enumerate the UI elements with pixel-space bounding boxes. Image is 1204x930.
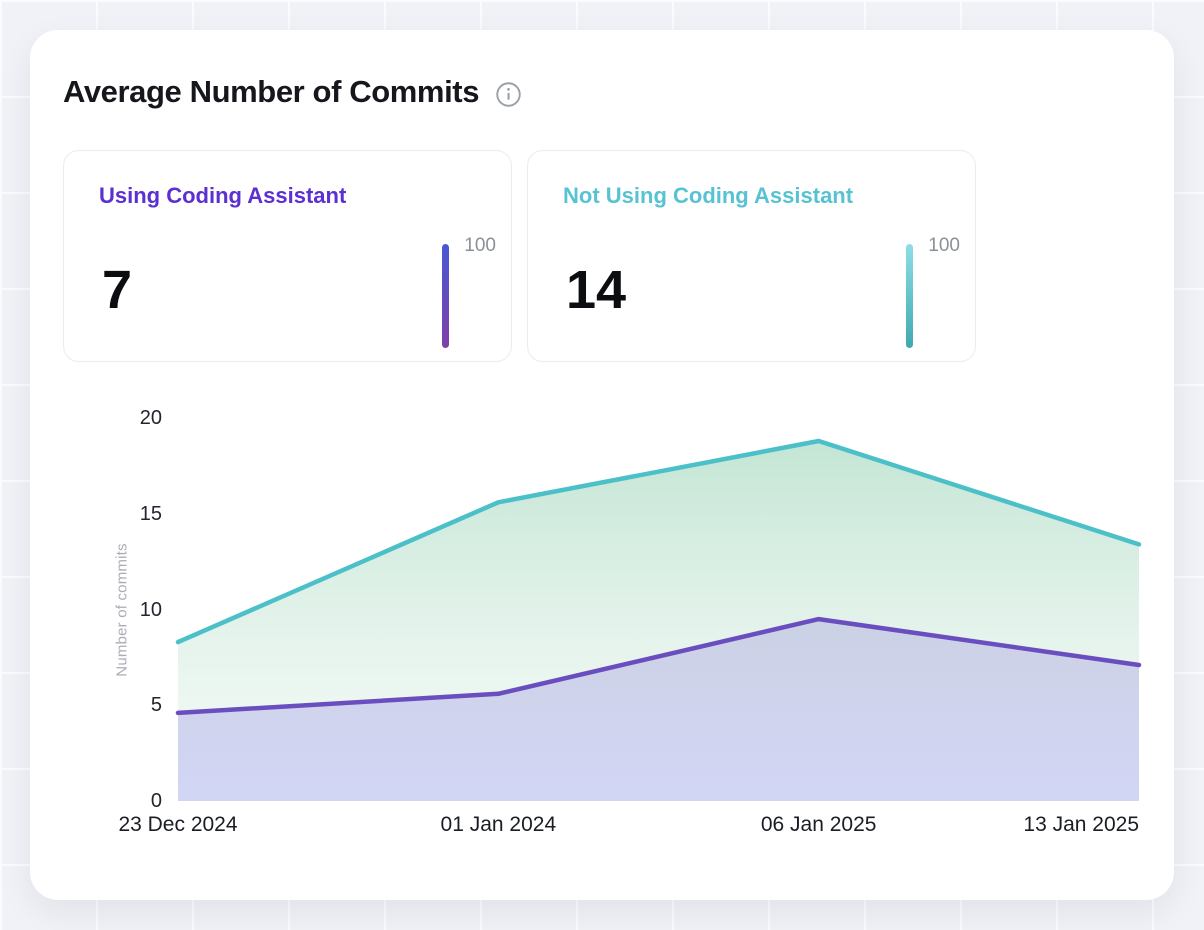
y-tick-label: 0 [150, 790, 162, 812]
y-tick-label: 10 [139, 598, 162, 621]
y-tick-label: 5 [150, 694, 162, 717]
area-chart-plot [175, 438, 1142, 801]
series-line-using-assistant [175, 616, 1142, 716]
stat-card-using-assistant: Using Coding Assistant 7 100 [63, 150, 512, 362]
series-area-using-assistant [178, 619, 1139, 801]
stats-row: Using Coding Assistant 7 100 Not Using C… [63, 150, 976, 362]
series-line-not-using-assistant [175, 438, 1142, 645]
y-axis-ticks: 0 5 10 15 20 [102, 407, 162, 812]
stat-scale-max-label: 100 [928, 235, 960, 256]
main-card: Average Number of Commits Using Coding A… [30, 30, 1174, 900]
stat-value: 7 [102, 260, 133, 320]
y-tick-label: 15 [139, 502, 162, 525]
page-title: Average Number of Commits [63, 74, 480, 109]
stat-title: Not Using Coding Assistant [563, 183, 854, 208]
x-tick-label: 23 Dec 2024 [118, 813, 238, 836]
x-axis-labels: 23 Dec 2024 01 Jan 2024 06 Jan 2025 13 Jan … [118, 813, 1139, 843]
card-header: Average Number of Commits [63, 74, 522, 110]
stat-value: 14 [566, 260, 627, 320]
commits-chart: Number of commits 0 5 10 15 20 [114, 407, 1142, 836]
y-tick-label: 20 [139, 407, 162, 429]
stat-scale: 100 [442, 235, 496, 348]
x-tick-label: 06 Jan 2025 [760, 813, 877, 836]
x-tick-label: 13 Jan 2025 [1023, 813, 1139, 836]
info-icon[interactable] [495, 81, 522, 108]
stat-gradient-bar [906, 244, 914, 348]
stat-scale-max-label: 100 [464, 235, 496, 256]
stat-card-not-using-assistant: Not Using Coding Assistant 14 100 [527, 150, 976, 362]
stat-gradient-bar [442, 244, 450, 348]
stat-title: Using Coding Assistant [99, 183, 347, 208]
stat-scale: 100 [906, 235, 960, 348]
x-tick-label: 01 Jan 2024 [440, 813, 557, 836]
